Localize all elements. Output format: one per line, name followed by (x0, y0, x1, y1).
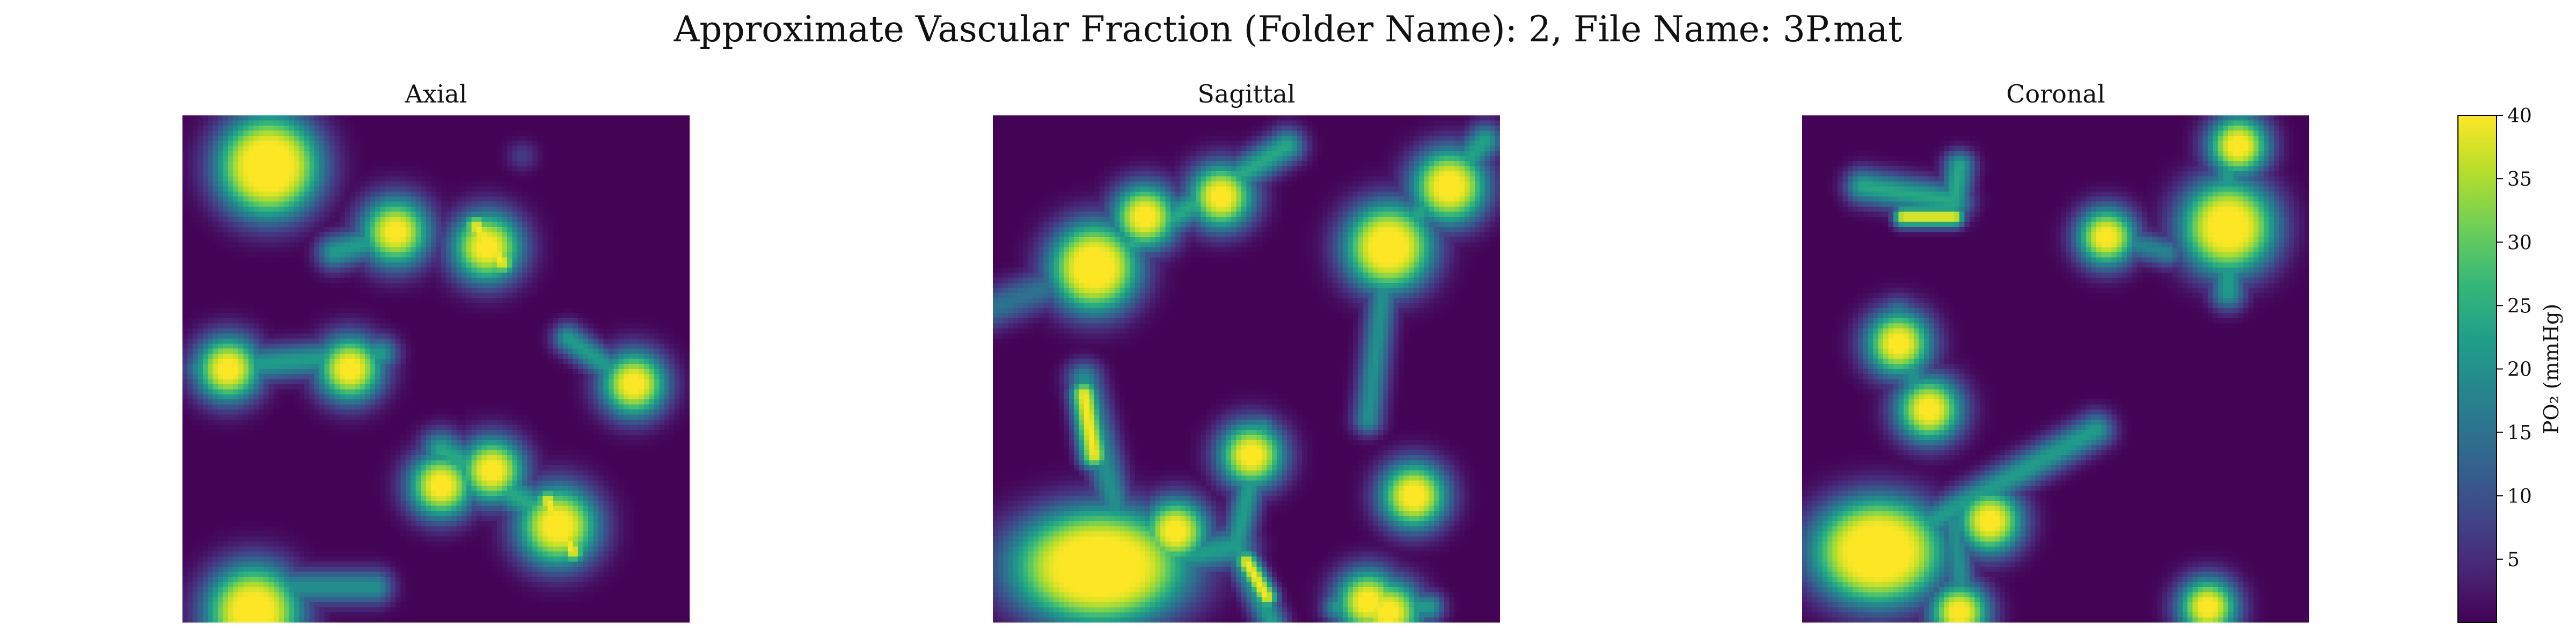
colorbar-tick-label: 5 (2507, 549, 2520, 571)
panel-coronal: Coronal (1802, 79, 2309, 623)
colorbar-tick-label: 30 (2507, 232, 2532, 254)
heatmap-image-axial (182, 115, 690, 623)
panel-axial: Axial (182, 79, 690, 623)
colorbar-tick-label: 40 (2507, 105, 2532, 127)
colorbar: 5 10 15 20 25 30 35 40 PO₂ (mmHg) (2457, 105, 2563, 623)
colorbar-tick-label: 35 (2507, 169, 2532, 191)
heatmap-image-coronal (1802, 115, 2309, 623)
panel-title: Coronal (2006, 79, 2105, 108)
colorbar-tick-label: 20 (2507, 359, 2532, 381)
heatmap-image-sagittal (993, 115, 1500, 623)
colorbar-tick-label: 25 (2507, 295, 2532, 317)
panel-title: Sagittal (1197, 79, 1295, 108)
panel-sagittal: Sagittal (993, 79, 1500, 623)
colorbar-tick-label: 10 (2507, 486, 2532, 508)
colorbar-tick-label: 15 (2507, 422, 2532, 444)
colorbar-label: PO₂ (mmHg) (2540, 304, 2563, 434)
colorbar-bar (2457, 115, 2497, 623)
figure-title: Approximate Vascular Fraction (Folder Na… (674, 9, 1902, 50)
panel-title: Axial (404, 79, 467, 108)
